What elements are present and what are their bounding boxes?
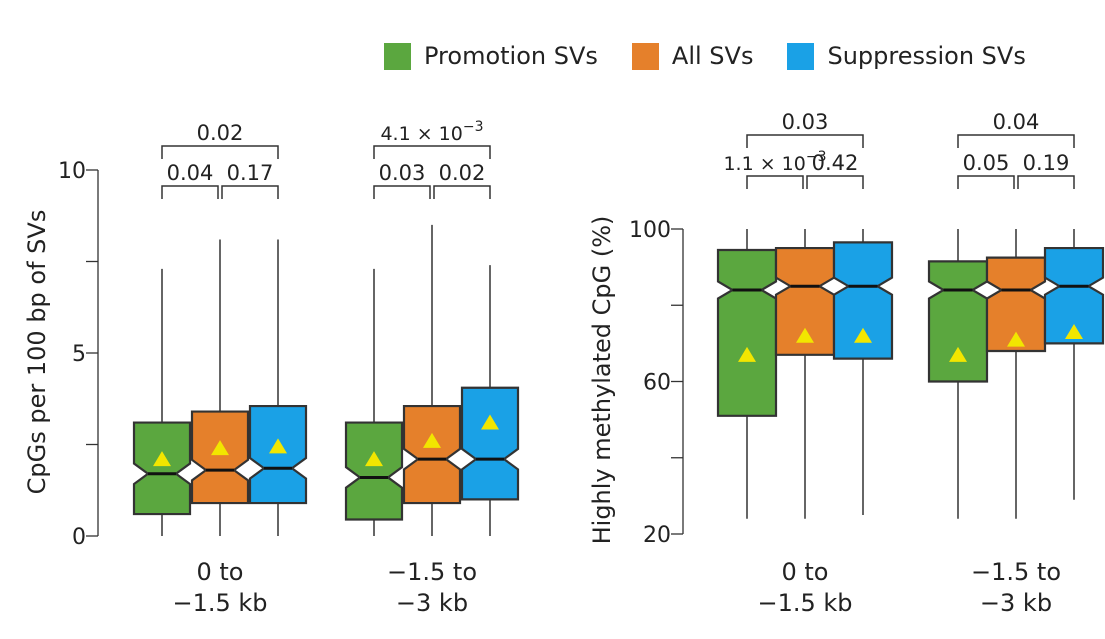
chart-panel-1: 0 5 10 CpGs per 100 bp of SVs 0.04 0.17 0.02 0 … [23,119,520,617]
box-promotion-svs [927,260,989,383]
x-category-label: −1.5 kb [172,589,267,617]
mean-marker [365,451,383,467]
x-category-label: −1.5 kb [757,589,852,617]
pvalue-label: 0.19 [1023,151,1070,175]
mean-marker [269,438,287,454]
mean-marker [423,432,441,448]
pvalue-bracket [746,175,804,189]
y-tick-label: 10 [58,159,86,184]
y-tick-label: 60 [643,371,671,396]
pvalue-label: 0.03 [379,161,426,185]
box-group-2: 0.05 0.19 0.04 [927,110,1105,519]
legend-swatch-promotion [384,42,411,70]
box-suppression-svs [1043,246,1105,345]
x-category-label: −3 kb [396,589,468,617]
pvalue-bracket [373,145,491,159]
pvalue-bracket [746,134,864,148]
x-category-label: −3 kb [980,589,1052,617]
box-group-1: 0.04 0.17 0.02 [132,121,308,536]
pvalue-bracket [433,185,491,199]
mean-marker [481,414,499,430]
mean-marker [854,327,872,343]
legend-item-suppression: Suppression SVs [787,42,1026,70]
box-group-2: 0.03 0.02 4.1 × 10−3 [344,119,520,536]
mean-marker [738,346,756,362]
pvalue-label: 0.05 [963,151,1010,175]
legend-label-suppression: Suppression SVs [827,42,1026,70]
chart-panel-2: 20 60 100 Highly methylated CpG (%) 1.1 × 10… [588,110,1105,617]
legend-swatch-suppression [787,42,815,70]
legend-label-promotion: Promotion SVs [424,42,598,70]
box-all-svs [402,404,462,505]
y-axis-title: Highly methylated CpG (%) [588,216,616,545]
box-group-1: 1.1 × 10−30.42 0.03 [716,110,894,519]
pvalue-label: 1.1 × 10−3 [723,149,826,175]
legend-swatch-all [631,42,659,70]
x-category-label: 0 to [197,558,244,586]
y-tick-label: 0 [72,525,86,550]
x-category-label: 0 to [782,558,829,586]
box-promotion-svs [344,421,404,521]
pvalue-bracket [161,185,219,199]
box-suppression-svs [248,404,308,505]
y-tick-label: 5 [72,342,86,367]
pvalue-bracket [221,185,279,199]
pvalue-label: 0.04 [167,161,214,185]
pvalue-bracket [957,134,1075,148]
mean-marker [211,440,229,456]
box-promotion-svs [132,421,192,516]
x-category-label: −1.5 to [971,558,1061,586]
pvalue-bracket [161,145,279,159]
pvalue-label: 0.02 [197,121,244,145]
mean-marker [153,451,171,467]
mean-marker [949,346,967,362]
mean-marker [1065,323,1083,339]
legend-label-all: All SVs [671,42,754,70]
box-promotion-svs [716,248,778,417]
y-tick-label: 100 [629,218,671,243]
pvalue-label: 4.1 × 10−3 [380,119,483,145]
mean-marker [1007,331,1025,347]
pvalue-label: 0.42 [812,151,859,175]
pvalue-label: 0.04 [993,110,1040,134]
mean-marker [796,327,814,343]
legend-item-promotion: Promotion SVs [384,42,598,70]
legend: Promotion SVs All SVs Suppression SVs [384,42,1026,70]
pvalue-bracket [957,175,1015,189]
box-suppression-svs [832,241,894,360]
box-all-svs [190,410,250,505]
y-axis-title: CpGs per 100 bp of SVs [23,210,51,495]
pvalue-label: 0.03 [782,110,829,134]
pvalue-label: 0.17 [227,161,274,185]
pvalue-label: 0.02 [439,161,486,185]
y-tick-label: 20 [643,523,671,548]
pvalue-bracket [806,175,864,189]
pvalue-bracket [1017,175,1075,189]
box-suppression-svs [460,386,520,501]
pvalue-bracket [373,185,431,199]
legend-item-all: All SVs [631,42,754,70]
x-category-label: −1.5 to [387,558,477,586]
